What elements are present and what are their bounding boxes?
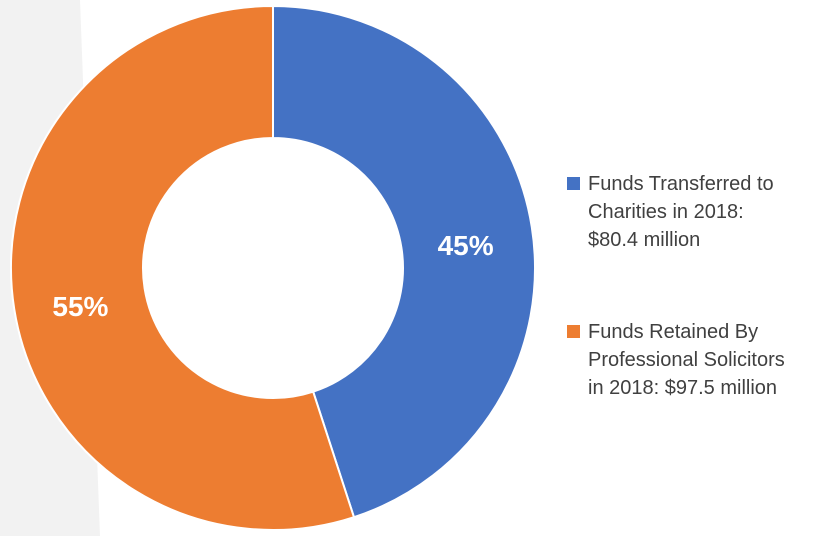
data-label: 45%	[438, 230, 494, 261]
legend-label: Funds Retained By Professional Solicitor…	[588, 321, 785, 399]
legend-swatch	[566, 176, 581, 191]
slice	[10, 4, 356, 531]
legend-item: Funds Retained By Professional Solicitor…	[566, 318, 793, 402]
legend-swatch	[566, 324, 581, 339]
legend-item: Funds Transferred to Charities in 2018: …	[566, 170, 793, 254]
data-label: 55%	[52, 291, 108, 322]
slice	[272, 4, 536, 519]
legend-label: Funds Transferred to Charities in 2018: …	[588, 173, 774, 251]
